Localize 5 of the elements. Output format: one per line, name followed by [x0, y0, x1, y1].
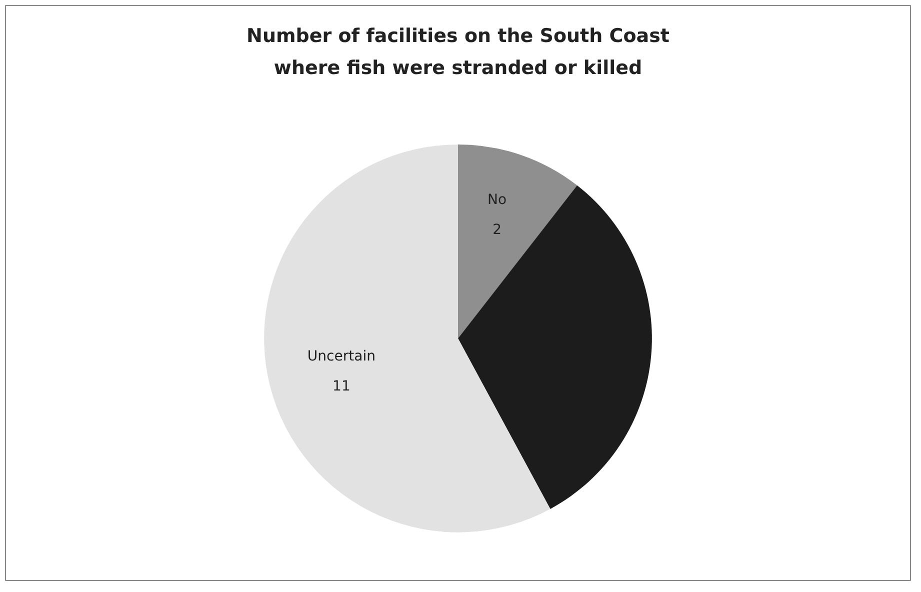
slice-label: No	[488, 192, 507, 208]
slice-label: Uncertain	[307, 348, 376, 365]
chart-title: Number of facilities on the South Coast where fish were stranded or killed	[246, 24, 670, 80]
data-label: 11	[332, 378, 350, 394]
data-label: 2	[492, 222, 502, 238]
